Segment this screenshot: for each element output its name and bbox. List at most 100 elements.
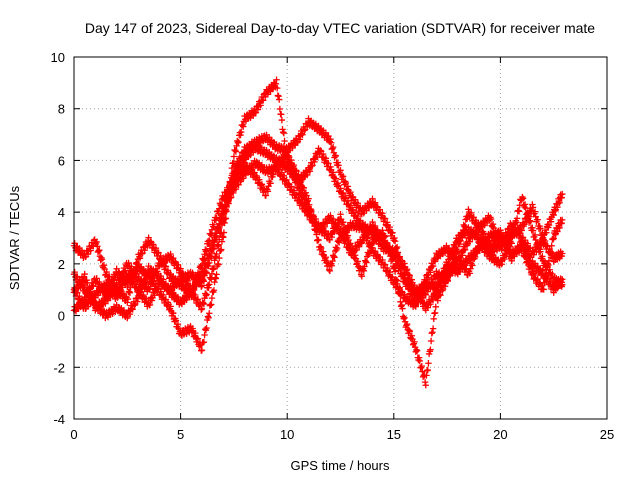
- data-point: [171, 318, 178, 325]
- data-point: [87, 247, 94, 254]
- data-point: [220, 209, 228, 217]
- data-point: [509, 221, 517, 228]
- data-point: [341, 236, 349, 243]
- data-point: [273, 161, 280, 169]
- data-point: [408, 276, 415, 283]
- data-point: [184, 277, 192, 285]
- data-point: [220, 234, 227, 241]
- data-point: [329, 169, 337, 176]
- data-point: [136, 255, 144, 262]
- data-point: [343, 186, 351, 193]
- data-point: [529, 204, 537, 211]
- data-point: [539, 253, 546, 260]
- data-point: [215, 261, 222, 268]
- data-point: [337, 167, 344, 174]
- data-point: [145, 234, 152, 241]
- data-point: [283, 176, 290, 184]
- data-point: [389, 229, 396, 236]
- data-point: [430, 315, 437, 323]
- data-point: [400, 315, 407, 322]
- data-point: [225, 200, 232, 207]
- data-point: [287, 159, 294, 167]
- data-point: [146, 285, 154, 293]
- data-point: [379, 256, 386, 264]
- data-point: [327, 163, 334, 171]
- data-point: [406, 328, 413, 335]
- data-point: [461, 246, 469, 254]
- data-point: [215, 242, 222, 249]
- data-point: [439, 271, 447, 278]
- data-point: [215, 225, 222, 232]
- data-point: [524, 240, 531, 247]
- data-point: [354, 258, 362, 265]
- data-point: [339, 231, 347, 239]
- data-point: [339, 173, 347, 180]
- data-point: [446, 272, 453, 280]
- data-point: [302, 189, 310, 196]
- data-point: [114, 283, 122, 290]
- data-point: [541, 237, 549, 245]
- data-point: [391, 234, 398, 242]
- data-point: [369, 218, 376, 226]
- data-point: [441, 283, 449, 290]
- data-point: [396, 253, 403, 260]
- data-point: [278, 116, 286, 124]
- data-point: [413, 347, 421, 354]
- y-tick-label: 8: [58, 102, 65, 117]
- data-point: [515, 208, 523, 215]
- data-point: [194, 296, 202, 303]
- data-point: [134, 261, 141, 268]
- data-point: [251, 169, 258, 176]
- data-point: [362, 258, 370, 265]
- data-point: [254, 106, 262, 113]
- data-point: [131, 302, 138, 309]
- data-point: [116, 279, 124, 286]
- data-point: [84, 250, 92, 258]
- data-point: [100, 261, 108, 269]
- data-point: [424, 366, 431, 374]
- data-point: [371, 222, 379, 230]
- data-point: [524, 256, 531, 263]
- data-point: [289, 163, 297, 170]
- data-point: [212, 275, 220, 282]
- data-point: [503, 244, 511, 252]
- data-point: [513, 215, 521, 222]
- data-point: [276, 105, 284, 113]
- data-point: [545, 261, 552, 269]
- x-tick-label: 25: [600, 427, 614, 442]
- data-point: [346, 190, 354, 197]
- data-point: [415, 354, 423, 361]
- data-layer: [70, 76, 566, 389]
- data-point: [274, 92, 282, 99]
- data-point: [396, 264, 403, 271]
- data-point: [126, 289, 134, 296]
- data-point: [545, 257, 553, 265]
- data-point: [531, 271, 539, 279]
- data-point: [319, 251, 326, 258]
- data-point: [466, 238, 473, 245]
- data-point: [437, 278, 444, 285]
- data-point: [546, 245, 553, 253]
- plot-frame: [73, 56, 608, 420]
- data-point: [124, 295, 132, 303]
- data-point: [332, 175, 340, 182]
- data-point: [398, 301, 405, 309]
- data-point: [543, 229, 550, 236]
- data-point: [476, 247, 483, 254]
- data-point: [358, 273, 366, 280]
- data-point: [230, 159, 237, 167]
- data-point: [335, 239, 343, 246]
- data-point: [208, 301, 215, 308]
- data-point: [429, 262, 437, 270]
- data-point: [200, 338, 208, 346]
- data-point: [129, 279, 136, 286]
- data-point: [403, 266, 411, 273]
- data-point: [441, 267, 449, 275]
- data-point: [136, 291, 144, 299]
- data-point: [427, 300, 434, 308]
- y-tick-label: 10: [51, 50, 65, 65]
- data-point: [334, 159, 342, 166]
- data-point: [543, 272, 550, 279]
- data-point: [262, 192, 270, 199]
- data-point: [389, 248, 396, 255]
